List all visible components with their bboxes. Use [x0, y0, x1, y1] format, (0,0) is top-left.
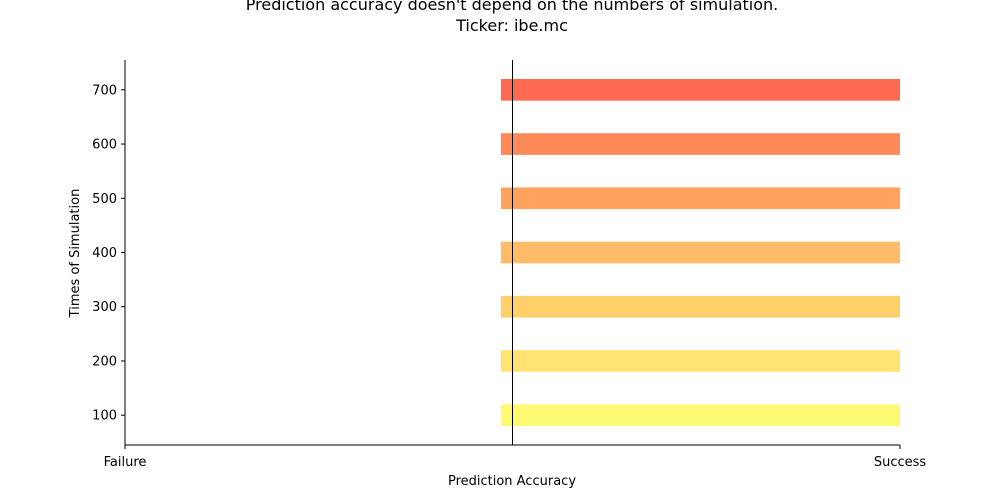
x-tick-label-failure: Failure: [104, 455, 147, 470]
y-axis-label: Times of Simulation: [68, 189, 83, 319]
bar-700: [500, 78, 900, 101]
x-axis-label: Prediction Accuracy: [448, 474, 576, 489]
bar-600: [500, 133, 900, 155]
y-tick-label-200: 200: [92, 354, 117, 369]
y-tick-label-300: 300: [92, 300, 117, 315]
y-tick-label-400: 400: [92, 246, 117, 261]
bar-300: [500, 295, 900, 318]
y-tick-label-600: 600: [92, 138, 117, 153]
x-axis-ticks: Failure Success: [104, 445, 927, 470]
bar-200: [500, 350, 900, 372]
bar-500: [500, 187, 900, 210]
y-tick-label-700: 700: [92, 83, 117, 98]
bar-400: [500, 241, 900, 264]
y-tick-label-500: 500: [92, 192, 117, 207]
x-tick-label-success: Success: [874, 455, 927, 470]
y-axis-ticks: 100 200 300 400 500 600 700: [92, 83, 125, 424]
bar-100: [500, 404, 900, 427]
bars-group: [500, 78, 900, 427]
chart-title-line-2: Ticker: ibe.mc: [455, 16, 568, 35]
y-tick-label-100: 100: [92, 409, 117, 424]
chart-title: Prediction accuracy doesn't depend on th…: [246, 0, 778, 35]
chart-title-line-1: Prediction accuracy doesn't depend on th…: [246, 0, 778, 14]
